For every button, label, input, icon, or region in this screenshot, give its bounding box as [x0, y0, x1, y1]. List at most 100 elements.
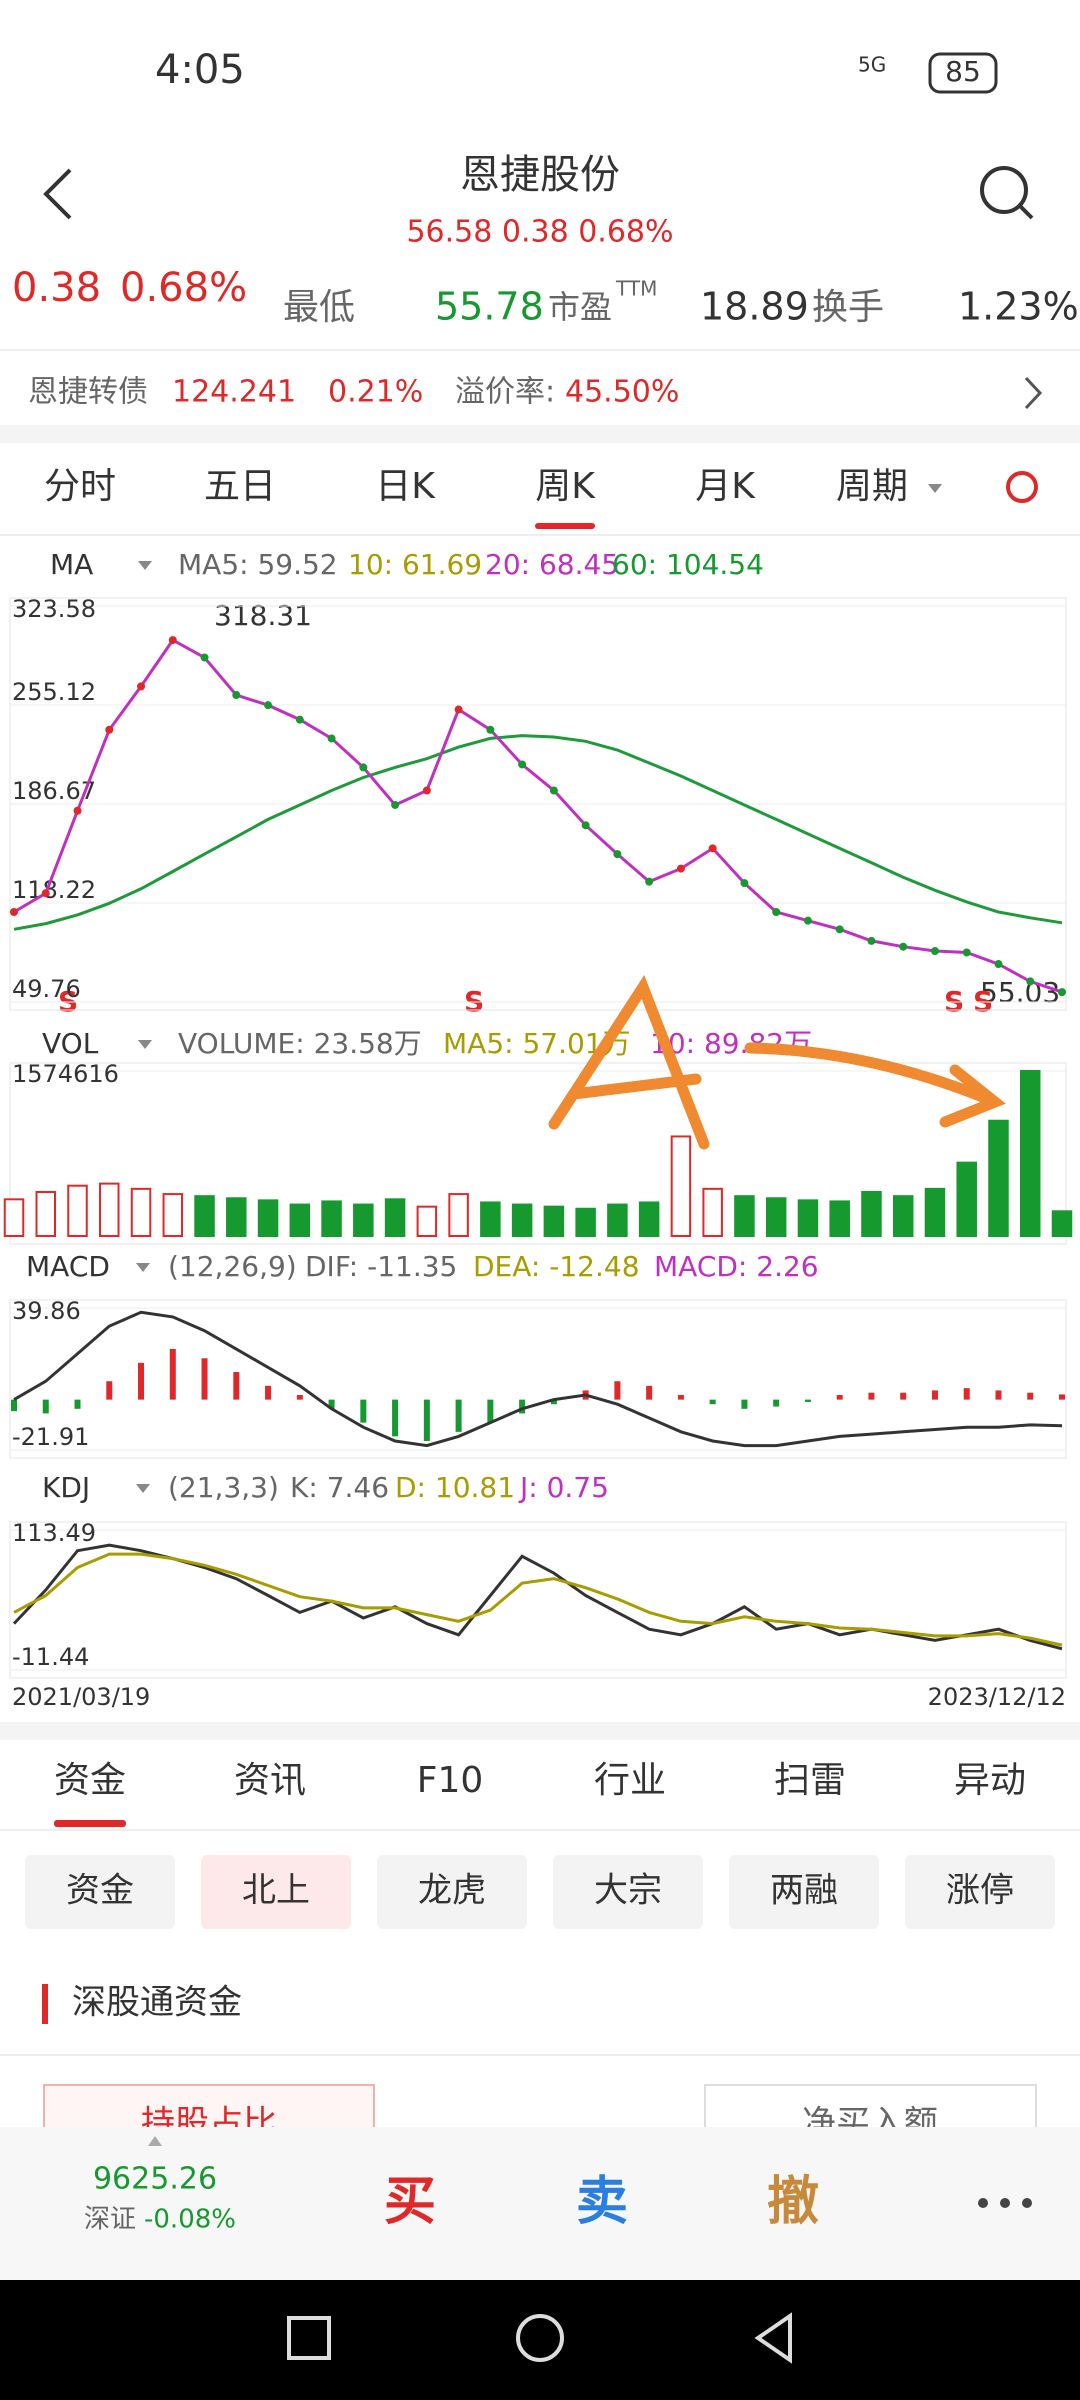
turnover-label: 换手 — [812, 287, 884, 328]
close-point — [73, 806, 82, 815]
series-line — [13, 1552, 1063, 1647]
battery-icon — [928, 52, 998, 94]
close-point — [105, 725, 114, 734]
close-point — [930, 947, 939, 956]
pe-label: 市盈 — [548, 288, 612, 326]
back-button[interactable] — [43, 168, 72, 220]
close-point — [41, 889, 50, 898]
volume-bar — [448, 1193, 469, 1237]
info-tab[interactable]: F10 — [417, 1760, 484, 1801]
volume-bar — [257, 1199, 279, 1238]
close-point — [232, 691, 241, 700]
time: 4:05 — [155, 47, 245, 93]
search-button[interactable] — [980, 166, 1028, 214]
y-tick-label: 49.76 — [12, 975, 81, 1003]
buy-button[interactable]: 买 — [384, 2172, 436, 2232]
settings-button[interactable] — [1006, 471, 1038, 503]
info-tab[interactable]: 资金 — [54, 1760, 126, 1801]
premium-label: 溢价率: — [455, 375, 555, 410]
period-tab[interactable]: 日K — [375, 466, 436, 507]
y-tick-label: 323.58 — [12, 595, 96, 623]
close-point — [264, 701, 273, 710]
period-tab[interactable]: 周期 — [836, 466, 908, 507]
series-line — [13, 734, 1063, 931]
close-point — [486, 725, 495, 734]
volume-bar — [734, 1195, 755, 1238]
sub-tab-bg[interactable] — [201, 1855, 351, 1929]
recent-button[interactable] — [287, 2316, 331, 2360]
sub-tab[interactable]: 资金 — [66, 1871, 134, 1911]
back-nav-button[interactable] — [754, 2312, 792, 2364]
ma-item: 10: 61.69 — [348, 548, 482, 581]
close-point — [708, 844, 717, 853]
search-handle — [1018, 204, 1034, 220]
close-point — [518, 760, 527, 769]
series-line — [13, 638, 1063, 994]
close-point — [962, 948, 971, 957]
close-point — [549, 786, 558, 795]
period-tab[interactable]: 月K — [695, 466, 756, 507]
period-tab[interactable]: 分时 — [44, 466, 116, 507]
tab-indicator — [535, 523, 595, 529]
chart-frame — [9, 1062, 1067, 1245]
y-tick-label: 186.67 — [12, 777, 96, 805]
sub-tab-bg[interactable] — [377, 1855, 527, 1929]
close-point — [676, 864, 685, 873]
volume-bar — [924, 1187, 946, 1238]
sub-tab-bg[interactable] — [905, 1855, 1055, 1929]
macd-item: DEA: -12.48 — [473, 1250, 640, 1283]
dropdown[interactable] — [136, 1484, 150, 1493]
expand[interactable] — [148, 2136, 162, 2146]
sub-tab[interactable]: 涨停 — [946, 1871, 1014, 1911]
close-point — [613, 850, 622, 859]
close-point — [327, 734, 336, 743]
info-tab[interactable]: 异动 — [954, 1760, 1026, 1801]
close-point — [295, 715, 304, 724]
close-point — [137, 682, 146, 691]
volume-bar — [511, 1203, 533, 1237]
volume-bar — [861, 1190, 882, 1237]
dropdown[interactable] — [138, 561, 152, 570]
sub-tab-bg[interactable] — [553, 1855, 703, 1929]
dropdown[interactable] — [136, 1263, 150, 1272]
dropdown[interactable] — [138, 1040, 152, 1049]
kdj-item: J: 0.75 — [518, 1471, 609, 1504]
kdj-params: (21,3,3) — [168, 1471, 279, 1504]
info-tab[interactable]: 资讯 — [234, 1760, 306, 1801]
network: 5G — [858, 53, 886, 77]
home-button[interactable] — [516, 2314, 564, 2362]
close-point — [867, 936, 876, 945]
ma-item: 20: 68.45 — [485, 548, 619, 581]
period-tab[interactable]: 五日 — [204, 466, 276, 507]
sell-button[interactable]: 卖 — [576, 2172, 628, 2232]
subtitle: 56.58 0.38 0.68% — [406, 215, 673, 250]
index-value: 9625.26 — [93, 2162, 217, 2197]
sub-tab-bg[interactable] — [25, 1855, 175, 1929]
volume-bar — [607, 1203, 628, 1237]
bottom-bar — [0, 2127, 1080, 2280]
ma-item: MA5: 59.52 — [178, 548, 338, 581]
dropdown[interactable] — [928, 484, 942, 493]
sub-tab-bg[interactable] — [729, 1855, 879, 1929]
period-tab[interactable]: 周K — [535, 466, 596, 507]
close-point — [200, 653, 209, 662]
volume-bar — [956, 1161, 977, 1238]
pe-sup: TTM — [615, 277, 657, 301]
volume-bar — [480, 1201, 501, 1238]
sub-tab[interactable]: 龙虎 — [418, 1871, 486, 1911]
premium: 45.50% — [565, 375, 679, 410]
cancel-button[interactable]: 撤 — [767, 2172, 819, 2232]
volume-bar — [702, 1187, 723, 1238]
more-button[interactable] — [978, 2198, 1032, 2208]
y-tick-label: 1574616 — [12, 1060, 119, 1088]
sub-tab[interactable]: 北上 — [242, 1871, 310, 1911]
sub-tab[interactable]: 两融 — [770, 1871, 838, 1911]
sub-tab[interactable]: 大宗 — [594, 1871, 662, 1911]
macd-name: MACD — [26, 1250, 110, 1283]
date-start: 2021/03/19 — [12, 1683, 150, 1711]
volume-bar — [575, 1207, 596, 1237]
info-tab[interactable]: 扫雷 — [774, 1760, 846, 1801]
bond-arrow[interactable] — [1024, 376, 1043, 410]
info-tab[interactable]: 行业 — [594, 1760, 666, 1801]
